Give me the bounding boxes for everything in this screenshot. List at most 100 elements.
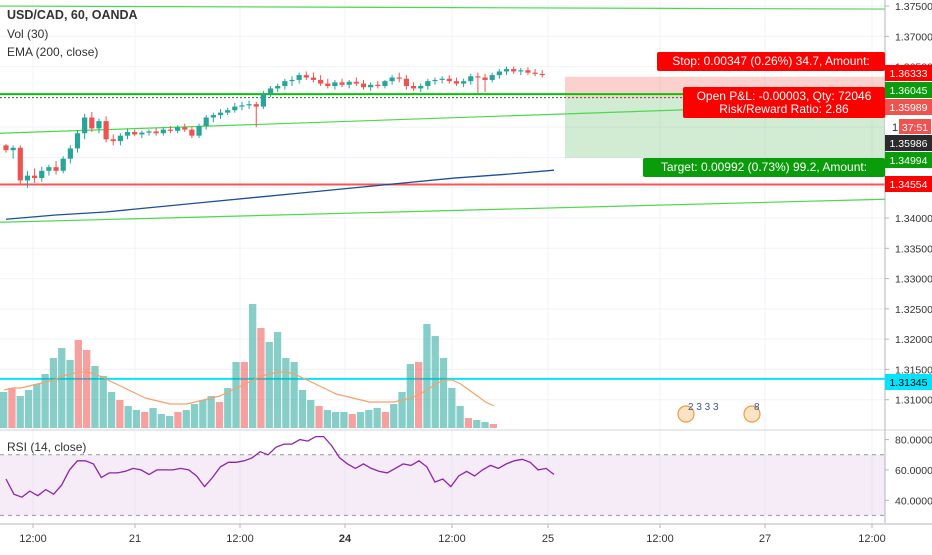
candle-body [318,79,324,84]
candle-body [282,81,288,86]
volume-bar [232,362,240,428]
volume-bar [49,358,58,428]
candle-body [360,83,367,88]
candle-body [132,132,138,135]
volume-bar [423,324,431,428]
pnl-label: Open P&L: -0.00003, Qty: 72046Risk/Rewar… [683,87,885,118]
price-badge-text: 1.34994 [890,155,928,167]
rsi-tick-label: 40.0000 [895,495,932,507]
event-flag: 8 [743,402,761,423]
volume-bar [99,376,107,428]
candle-body [353,81,359,84]
stop-label: Stop: 0.00347 (0.26%) 34.7, Amount: [657,52,885,71]
candle-body [217,112,224,116]
price-badge: 1.36045 [885,82,932,98]
candle-body [210,115,216,118]
volume-bar [124,406,132,428]
time-tick-label: 24 [339,533,352,545]
rsi-legend[interactable]: RSI (14, close) [7,440,87,454]
volume-bar [132,410,141,428]
candle-body [511,69,517,72]
volume-bar [298,390,307,428]
price-badge: 1.35989 [885,99,932,115]
price-tick-label: 1.33500 [895,243,932,255]
flag-label: 2 3 3 3 [688,402,719,413]
candle-body [368,84,374,88]
price-badge-text: 1.35986 [890,138,928,150]
price-badge-box [885,176,932,192]
candle-body [39,170,45,179]
price-badge: 1.34994 [885,152,932,168]
price-badge-box [885,99,932,115]
price-badge-box [885,152,932,168]
candle-body [425,81,431,86]
volume-bar [398,392,406,428]
candle-body [46,167,52,171]
rsi-tick-label: 60.0000 [895,465,932,477]
volume-bar [439,358,448,428]
candle-body [325,83,331,86]
rsi-tick-label: 80.0000 [895,435,932,447]
candle-body [496,71,502,76]
candle-body [382,81,388,86]
candle-body [203,117,209,126]
candle-body [67,148,73,159]
candle-body [189,129,195,136]
event-flag: 2 3 3 3 [677,402,719,423]
target-label-box [643,158,885,177]
volume-bar [83,350,91,428]
candle-body [3,145,9,151]
target-label: Target: 0.00992 (0.73%) 99.2, Amount: [643,158,885,177]
volume-bar [406,364,414,428]
candle-body [139,132,145,135]
candle-body [225,110,231,113]
candle-body [260,93,266,107]
volume-bar [489,424,497,428]
candle-body [82,117,88,134]
volume-bar [265,342,273,428]
countdown-fill [899,119,931,134]
candle-body [275,86,281,89]
symbol-title[interactable]: USD/CAD, 60, OANDA [7,8,138,22]
time-tick-label: 25 [542,533,554,545]
flag-label: 8 [754,402,760,413]
candle-body [439,78,445,80]
candle-body [17,147,23,181]
volume-bar [390,404,398,428]
trend-line [0,198,886,223]
candle-body [489,75,495,80]
volume-bar [340,412,348,428]
volume-bar [16,396,24,428]
candle-body [403,78,409,86]
candle-body [239,105,245,107]
candle-body [461,81,467,84]
candle-body [539,73,545,76]
rsi-series [5,435,555,498]
volume-bar [199,400,207,428]
candle-body [146,131,152,133]
candle-body [525,70,531,73]
volume-legend[interactable]: Vol (30) [7,27,49,41]
volume-bar [0,392,8,428]
candle-body [332,82,338,86]
volume-bar [448,388,456,428]
volume-bar [8,388,16,428]
stop-label-box [657,52,885,71]
volume-bar [315,406,323,428]
candle-body [296,75,302,80]
volume-bar [141,412,149,428]
volume-bar [381,412,390,428]
price-tick-label: 1.32500 [895,304,932,316]
volume-bar [332,412,340,428]
event-flags: 2 3 3 3 8 [677,402,761,423]
flag-icon [743,405,761,423]
ema-legend[interactable]: EMA (200, close) [7,45,99,59]
candle-body [24,175,31,181]
countdown-text: 37:51 [902,122,928,134]
candle-body [396,77,402,79]
price-badge-box [885,135,932,151]
candle-body [389,77,395,82]
volume-bar [307,400,315,428]
